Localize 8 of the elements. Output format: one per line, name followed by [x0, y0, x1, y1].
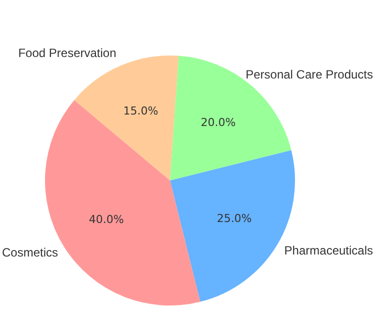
slice-label: Pharmaceuticals: [284, 244, 374, 258]
data-label: 15.0%: [123, 104, 158, 118]
data-label: 25.0%: [216, 212, 252, 225]
slice-label: Food Preservation: [18, 46, 116, 60]
slice-label: Personal Care Products: [246, 67, 374, 82]
data-label: 40.0%: [88, 213, 124, 226]
data-label: 20.0%: [200, 116, 236, 129]
slice-label: Cosmetics: [2, 246, 58, 260]
